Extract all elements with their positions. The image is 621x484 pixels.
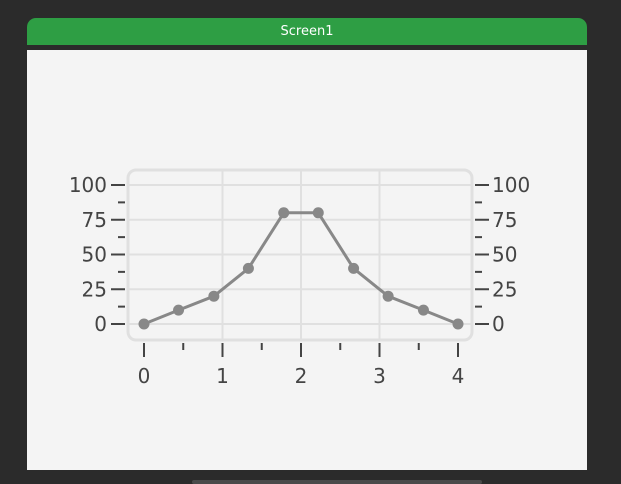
data-point [382,290,394,302]
series-line [143,211,459,326]
data-point [452,318,464,330]
y-tick-label-left: 75 [82,208,107,232]
y-tick-label-right: 100 [492,173,530,197]
scroll-indicator[interactable] [192,480,482,484]
window-titlebar: Screen1 [27,18,587,45]
window-title: Screen1 [280,24,334,39]
y-tick-label-left: 50 [82,243,107,267]
data-point [417,304,429,316]
titlebar-divider [27,45,587,50]
y-tick-label-right: 0 [492,312,505,336]
data-point [173,304,185,316]
x-tick-label: 4 [452,364,465,388]
y-tick-label-right: 75 [492,208,517,232]
x-tick-label: 3 [373,364,386,388]
data-point [138,318,150,330]
data-point [242,262,254,274]
data-point [208,290,220,302]
y-tick-label-left: 0 [94,312,107,336]
line-chart: 0 0 25 25 50 50 75 75 100 100 0 1 2 3 4 [69,168,530,388]
y-tick-label-right: 25 [492,277,517,301]
x-tick-label: 1 [216,364,229,388]
y-tick-label-right: 50 [492,243,517,267]
data-point [348,262,360,274]
data-point [312,207,324,219]
x-tick-label: 0 [138,364,151,388]
x-tick-label: 2 [295,364,308,388]
app-window: Screen1 0 0 25 25 50 50 75 75 100 100 0 1 2 3 4 [27,18,587,470]
y-tick-label-left: 25 [82,277,107,301]
y-tick-label-left: 100 [69,173,107,197]
data-point [278,207,290,219]
screen-canvas: 0 0 25 25 50 50 75 75 100 100 0 1 2 3 4 [27,50,587,470]
